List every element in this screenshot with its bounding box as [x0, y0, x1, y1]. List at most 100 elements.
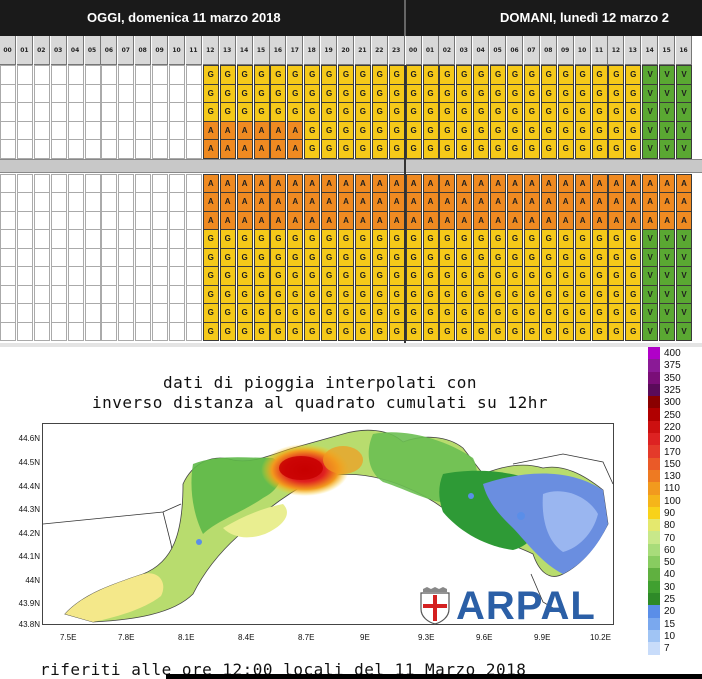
alert-cell: A: [490, 192, 507, 212]
alert-cell: [185, 192, 202, 212]
alert-cell: [135, 303, 152, 323]
alert-cell: G: [287, 102, 304, 122]
hour-header-cell: 11: [591, 36, 608, 65]
alert-cell: [152, 321, 169, 341]
alert-cell: G: [202, 247, 219, 267]
colorbar-label: 50: [664, 557, 676, 569]
alert-cell: [185, 139, 202, 159]
alert-cell: G: [422, 303, 439, 323]
alert-cell: G: [338, 102, 354, 122]
alert-cell: G: [321, 247, 338, 267]
alert-cell: G: [236, 247, 253, 267]
alert-cell: A: [439, 192, 456, 212]
alert-cell: [50, 173, 67, 193]
alert-cell: G: [202, 303, 219, 323]
colorbar-label: 400: [664, 348, 681, 360]
alert-cell: G: [338, 120, 354, 140]
alert-cell: G: [202, 65, 219, 85]
alert-cell: V: [676, 65, 692, 85]
alert-cell: G: [270, 284, 287, 304]
colorbar-segment: [648, 617, 660, 631]
alert-cell: [101, 266, 118, 286]
alert-cell: A: [456, 210, 473, 230]
alert-cell: [152, 229, 169, 249]
alert-cell: G: [439, 83, 456, 103]
alert-cell: [135, 173, 152, 193]
alert-cell: G: [371, 65, 388, 85]
alert-cell: A: [338, 192, 354, 212]
alert-cell: [185, 120, 202, 140]
colorbar-label: 60: [664, 544, 676, 556]
alert-cell: G: [219, 266, 236, 286]
hour-header-cell: 09: [557, 36, 574, 65]
alert-cell: [101, 303, 118, 323]
alert-cell: G: [625, 266, 642, 286]
alert-cell: A: [253, 139, 270, 159]
alert-cell: [101, 120, 118, 140]
alert-cell: [135, 266, 152, 286]
alert-cell: A: [507, 192, 523, 212]
alert-cell: G: [557, 321, 574, 341]
hour-header-cell: 00: [0, 36, 16, 65]
alert-cell: A: [202, 173, 219, 193]
map-title-line2: inverso distanza al quadrato cumulati su…: [92, 393, 548, 412]
alert-cell: G: [321, 321, 338, 341]
alert-cell: A: [253, 210, 270, 230]
alert-cell: G: [473, 65, 490, 85]
alert-cell: [152, 192, 169, 212]
alert-cell: [185, 173, 202, 193]
alert-cell: [0, 266, 16, 286]
alert-cell: G: [371, 229, 388, 249]
hour-header-cell: 11: [185, 36, 202, 65]
alert-cell: [67, 173, 84, 193]
bottom-black-strip: [166, 674, 702, 679]
alert-cell: G: [540, 284, 557, 304]
hour-header-cell: 13: [625, 36, 642, 65]
alert-cell: A: [557, 192, 574, 212]
alert-cell: [50, 83, 67, 103]
alert-cell: G: [574, 229, 591, 249]
y-tick: 44.3N: [18, 505, 40, 514]
alert-cell: G: [574, 266, 591, 286]
alert-cell: A: [202, 210, 219, 230]
alert-cell: G: [321, 120, 338, 140]
alert-cell: A: [574, 173, 591, 193]
alert-cell: V: [659, 65, 676, 85]
alert-cell: [33, 102, 50, 122]
hour-header-cell: 02: [33, 36, 50, 65]
alert-cell: G: [236, 321, 253, 341]
alert-cell: G: [236, 83, 253, 103]
y-tick: 44.2N: [18, 529, 40, 538]
alert-cell: [50, 266, 67, 286]
alert-cell: A: [642, 210, 659, 230]
colorbar-label: 7: [664, 643, 670, 655]
alert-cell: A: [608, 192, 625, 212]
alert-cell: G: [270, 247, 287, 267]
alert-cell: G: [338, 266, 354, 286]
colorbar-label: 130: [664, 471, 681, 483]
alert-cell: G: [371, 266, 388, 286]
hour-header-cell: 12: [608, 36, 625, 65]
alert-cell: G: [405, 284, 422, 304]
midnight-divider: [404, 65, 406, 343]
alert-cell: G: [405, 321, 422, 341]
alert-cell: A: [557, 173, 574, 193]
alert-cell: [135, 192, 152, 212]
alert-cell: G: [338, 65, 354, 85]
alert-cell: G: [608, 139, 625, 159]
alert-cell: [152, 247, 169, 267]
alert-cell: G: [287, 284, 304, 304]
alert-cell: A: [338, 173, 354, 193]
alert-cell: G: [253, 102, 270, 122]
alert-cell: G: [270, 229, 287, 249]
alert-cell: [33, 321, 50, 341]
x-tick: 8.7E: [298, 633, 315, 642]
alert-cell: A: [456, 173, 473, 193]
alert-cell: G: [287, 247, 304, 267]
alert-cell: V: [659, 303, 676, 323]
alert-cell: [101, 83, 118, 103]
alert-cell: [16, 102, 33, 122]
alert-cell: [0, 321, 16, 341]
hour-header-cell: 21: [354, 36, 371, 65]
